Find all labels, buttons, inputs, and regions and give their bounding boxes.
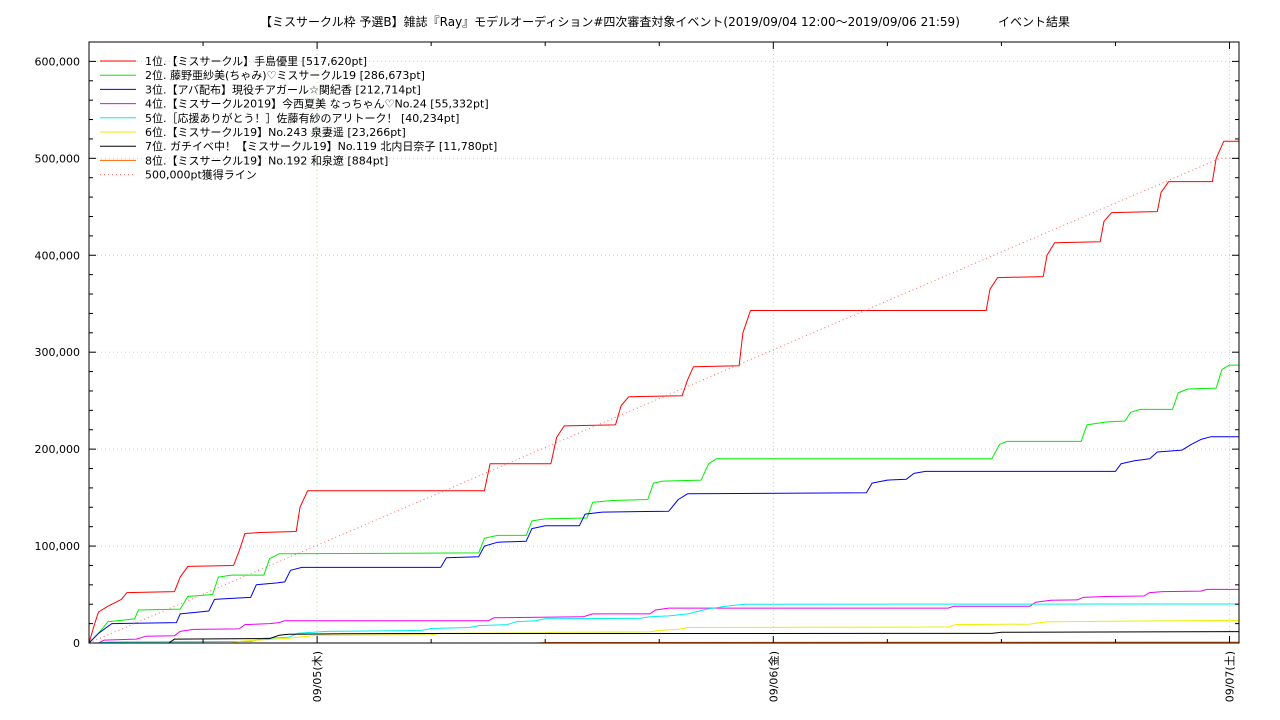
legend-label: 7位. ガチイベ中！【ミスサークル19】No.119 北内日奈子 [11,780… (145, 139, 497, 153)
y-tick-label: 600,000 (35, 55, 81, 68)
y-tick-label: 400,000 (35, 249, 81, 262)
series-line (88, 436, 1239, 644)
legend-label: 4位.【ミスサークル2019】今西夏美 なっちゃん♡No.24 [55,332p… (145, 97, 489, 111)
legend-label: 5位.［応援ありがとう！］佐藤有紗のアリトーク！ [40,234pt] (145, 111, 459, 125)
series-line (168, 631, 1240, 644)
x-tick-label: 09/05(木) (311, 651, 324, 702)
y-tick-label: 200,000 (35, 443, 81, 456)
legend-label: 1位.【ミスサークル】手島優里 [517,620pt] (145, 54, 367, 68)
x-tick-label: 09/06(金) (766, 651, 780, 702)
x-tick-label: 09/07(土) (1223, 651, 1236, 702)
legend-label: 8位.【ミスサークル19】No.192 和泉遼 [884pt] (145, 153, 388, 167)
legend-label: 500,000pt獲得ライン (145, 169, 257, 182)
series-line (98, 603, 1240, 644)
threshold-line (88, 157, 1239, 644)
series-line (88, 140, 1239, 644)
chart-title: 【ミスサークル枠 予選B】雑誌『Ray』モデルオーディション#四次審査対象イベン… (259, 15, 1071, 29)
axes: 0 100,000 200,000 300,000 400,000 500,000 600,… (35, 42, 1239, 702)
y-tick-label: 300,000 (35, 346, 81, 359)
legend-label: 2位. 藤野亜紗美(ちゃみ)♡ミスサークル19 [286,673pt] (145, 68, 425, 82)
legend: 1位.【ミスサークル】手島優里 [517,620pt]2位. 藤野亜紗美(ちゃみ… (100, 54, 497, 182)
y-tick-label: 100,000 (35, 540, 81, 553)
grid-lines (89, 42, 1239, 643)
legend-label: 6位.【ミスサークル19】No.243 泉妻遥 [23,266pt] (145, 125, 406, 139)
series-line (231, 619, 1240, 644)
series-line (88, 364, 1239, 644)
plot-frame (88, 41, 1240, 644)
legend-label: 3位.【アバ配布】現役チアガール☆関紀香 [212,714pt] (145, 82, 421, 96)
series-line (98, 588, 1239, 644)
y-tick-label: 0 (73, 637, 80, 650)
series-lines (88, 140, 1240, 644)
y-tick-label: 500,000 (35, 152, 81, 165)
